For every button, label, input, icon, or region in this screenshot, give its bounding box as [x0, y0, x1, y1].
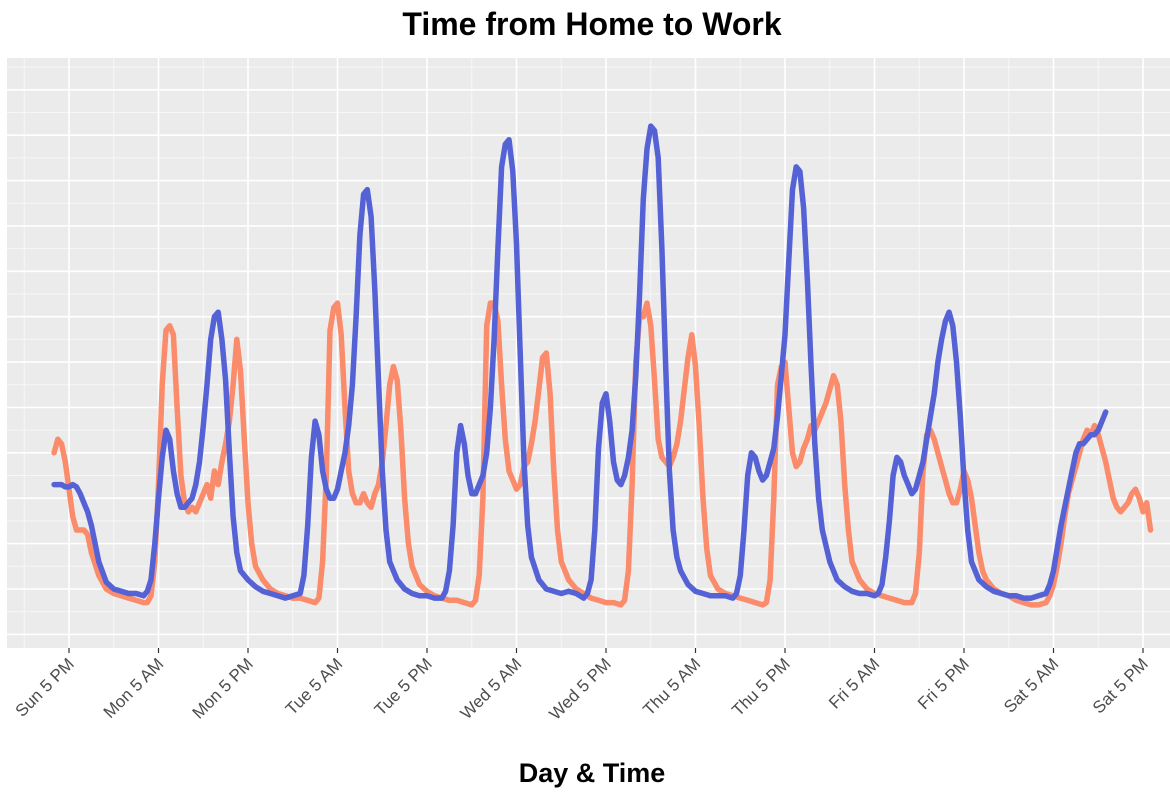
series-line-1	[51, 300, 1154, 608]
series-lines	[51, 123, 1154, 608]
x-tick-label: Sat 5 AM	[1000, 654, 1062, 716]
x-tick-label: Sat 5 PM	[1089, 654, 1152, 717]
plot-panel	[7, 58, 1170, 648]
x-axis-ticks: Sun 5 PM Mon 5 AM Mon 5 PM Tue 5 AM Tue 5 PM…	[12, 648, 1152, 724]
series-line-2	[51, 123, 1109, 601]
x-tick-label: Tue 5 PM	[371, 654, 436, 719]
chart-title: Time from Home to Work	[402, 6, 782, 42]
x-tick-label: Mon 5 AM	[100, 654, 168, 722]
x-tick-label: Thu 5 PM	[728, 654, 794, 720]
x-tick-label: Mon 5 PM	[189, 654, 257, 722]
x-axis-label: Day & Time	[519, 758, 666, 788]
x-tick-label: Thu 5 AM	[639, 654, 704, 719]
grid-lines	[7, 58, 1170, 648]
x-tick-label: Fri 5 PM	[914, 654, 973, 713]
x-tick-label: Wed 5 AM	[457, 654, 526, 723]
x-tick-label: Sun 5 PM	[12, 654, 78, 720]
x-tick-label: Tue 5 AM	[282, 654, 346, 718]
x-tick-label: Wed 5 PM	[545, 654, 614, 723]
x-tick-label: Fri 5 AM	[825, 654, 883, 712]
